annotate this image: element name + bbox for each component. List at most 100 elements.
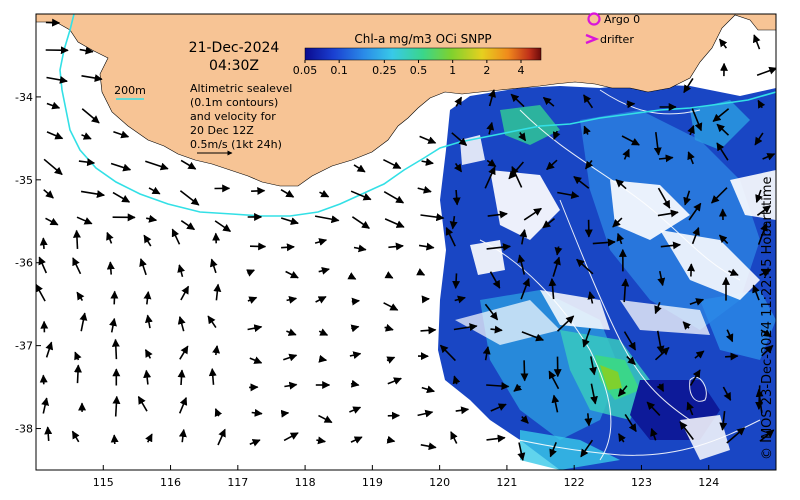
velocity-arrow (582, 328, 591, 348)
velocity-arrow (691, 108, 703, 132)
velocity-arrow (145, 433, 153, 443)
colorbar-tick-label: 0.25 (372, 64, 397, 77)
velocity-arrow (286, 295, 298, 304)
velocity-arrow (689, 369, 701, 386)
isobath-legend-label: 200m (114, 84, 146, 97)
colorbar-tick-label: 0.1 (330, 64, 348, 77)
velocity-arrow (178, 428, 187, 443)
velocity-arrow (716, 123, 730, 136)
velocity-arrow (249, 439, 261, 447)
velocity-arrow (39, 237, 48, 249)
velocity-arrow (760, 329, 772, 338)
velocity-arrow (350, 379, 360, 388)
velocity-arrow (384, 323, 394, 332)
sealevel-legend-line-2: (0.1m contours) (190, 96, 278, 109)
velocity-arrow (79, 312, 88, 332)
velocity-arrow (439, 344, 456, 362)
velocity-arrow (682, 321, 692, 330)
velocity-arrow (725, 329, 734, 343)
velocity-arrow (416, 268, 426, 276)
velocity-arrow (280, 409, 290, 418)
velocity-arrow (417, 185, 432, 194)
velocity-arrow (679, 421, 694, 440)
x-tick-label: 119 (362, 476, 383, 489)
velocity-arrow (657, 187, 671, 209)
velocity-arrow (718, 234, 729, 244)
velocity-arrow (388, 242, 404, 251)
sealevel-legend-line-5: 0.5m/s (1kt 24h) (190, 138, 282, 151)
velocity-arrow (80, 190, 105, 198)
velocity-arrow (419, 135, 437, 144)
velocity-arrow (718, 38, 728, 49)
velocity-arrow (148, 186, 161, 195)
velocity-arrow (450, 431, 458, 444)
velocity-arrow (523, 207, 542, 221)
velocity-arrow (449, 215, 458, 230)
velocity-arrow (45, 217, 59, 226)
colorbar: Chl-a mg/m3 OCi SNPP 0.05 0.1 0.25 0.5 1 2 4 (293, 32, 542, 77)
velocity-arrow (486, 159, 497, 168)
velocity-arrow (212, 345, 221, 356)
sealevel-legend: Altimetric sealevel (0.1m contours) and … (190, 82, 292, 156)
velocity-arrow (139, 258, 147, 276)
velocity-arrow (387, 377, 402, 385)
velocity-arrow (76, 216, 93, 225)
velocity-arrow (38, 256, 48, 274)
velocity-arrow (617, 385, 628, 397)
x-tick-label: 115 (93, 476, 114, 489)
velocity-arrow (557, 191, 580, 200)
velocity-arrow (43, 158, 63, 176)
velocity-arrow (487, 210, 508, 219)
velocity-arrow (285, 270, 299, 279)
velocity-arrow (486, 243, 511, 252)
velocity-arrow (761, 344, 774, 357)
velocity-arrow (137, 395, 148, 412)
x-axis: 115 116 117 118 119 120 121 122 123 124 (93, 465, 719, 489)
velocity-arrow (71, 430, 80, 443)
velocity-arrow (683, 77, 694, 94)
velocity-arrow (383, 302, 399, 311)
velocity-arrow (590, 383, 598, 405)
colorbar-gradient (304, 47, 542, 61)
velocity-arrow (683, 190, 691, 206)
velocity-arrow (386, 356, 396, 364)
velocity-arrow (520, 415, 529, 424)
velocity-arrow (318, 328, 329, 336)
velocity-arrow (653, 132, 662, 156)
velocity-arrow (177, 264, 186, 278)
velocity-arrow (417, 409, 434, 418)
velocity-arrow (548, 278, 557, 300)
velocity-arrow (726, 427, 746, 444)
y-tick-label: -38 (15, 423, 33, 436)
velocity-arrow (421, 295, 430, 304)
velocity-arrow (542, 96, 555, 107)
colorbar-tick-label: 0.5 (410, 64, 428, 77)
velocity-arrow (113, 130, 130, 139)
plot-frame (35, 13, 777, 471)
velocity-arrow (486, 434, 506, 443)
velocity-arrow (452, 189, 461, 206)
velocity-arrow (420, 326, 437, 335)
velocity-arrow (454, 295, 466, 304)
velocity-arrow (552, 256, 561, 277)
velocity-arrow (106, 261, 115, 275)
velocity-arrow (286, 328, 297, 336)
x-tick-label: 123 (631, 476, 652, 489)
x-tick-label: 124 (698, 476, 719, 489)
velocity-arrow (716, 142, 729, 161)
velocity-arrow (349, 406, 362, 414)
x-tick-label: 121 (496, 476, 517, 489)
velocity-arrow (589, 356, 597, 376)
velocity-arrow (453, 162, 463, 173)
velocity-arrow (521, 331, 545, 342)
velocity-arrow (112, 395, 121, 417)
velocity-arrow (549, 441, 557, 458)
velocity-arrow (584, 160, 594, 170)
velocity-arrow (246, 269, 256, 277)
velocity-arrow (445, 226, 456, 247)
velocity-arrow (587, 291, 596, 304)
velocity-arrow (755, 388, 764, 414)
velocity-arrow (576, 258, 594, 275)
velocity-arrow (145, 160, 169, 171)
